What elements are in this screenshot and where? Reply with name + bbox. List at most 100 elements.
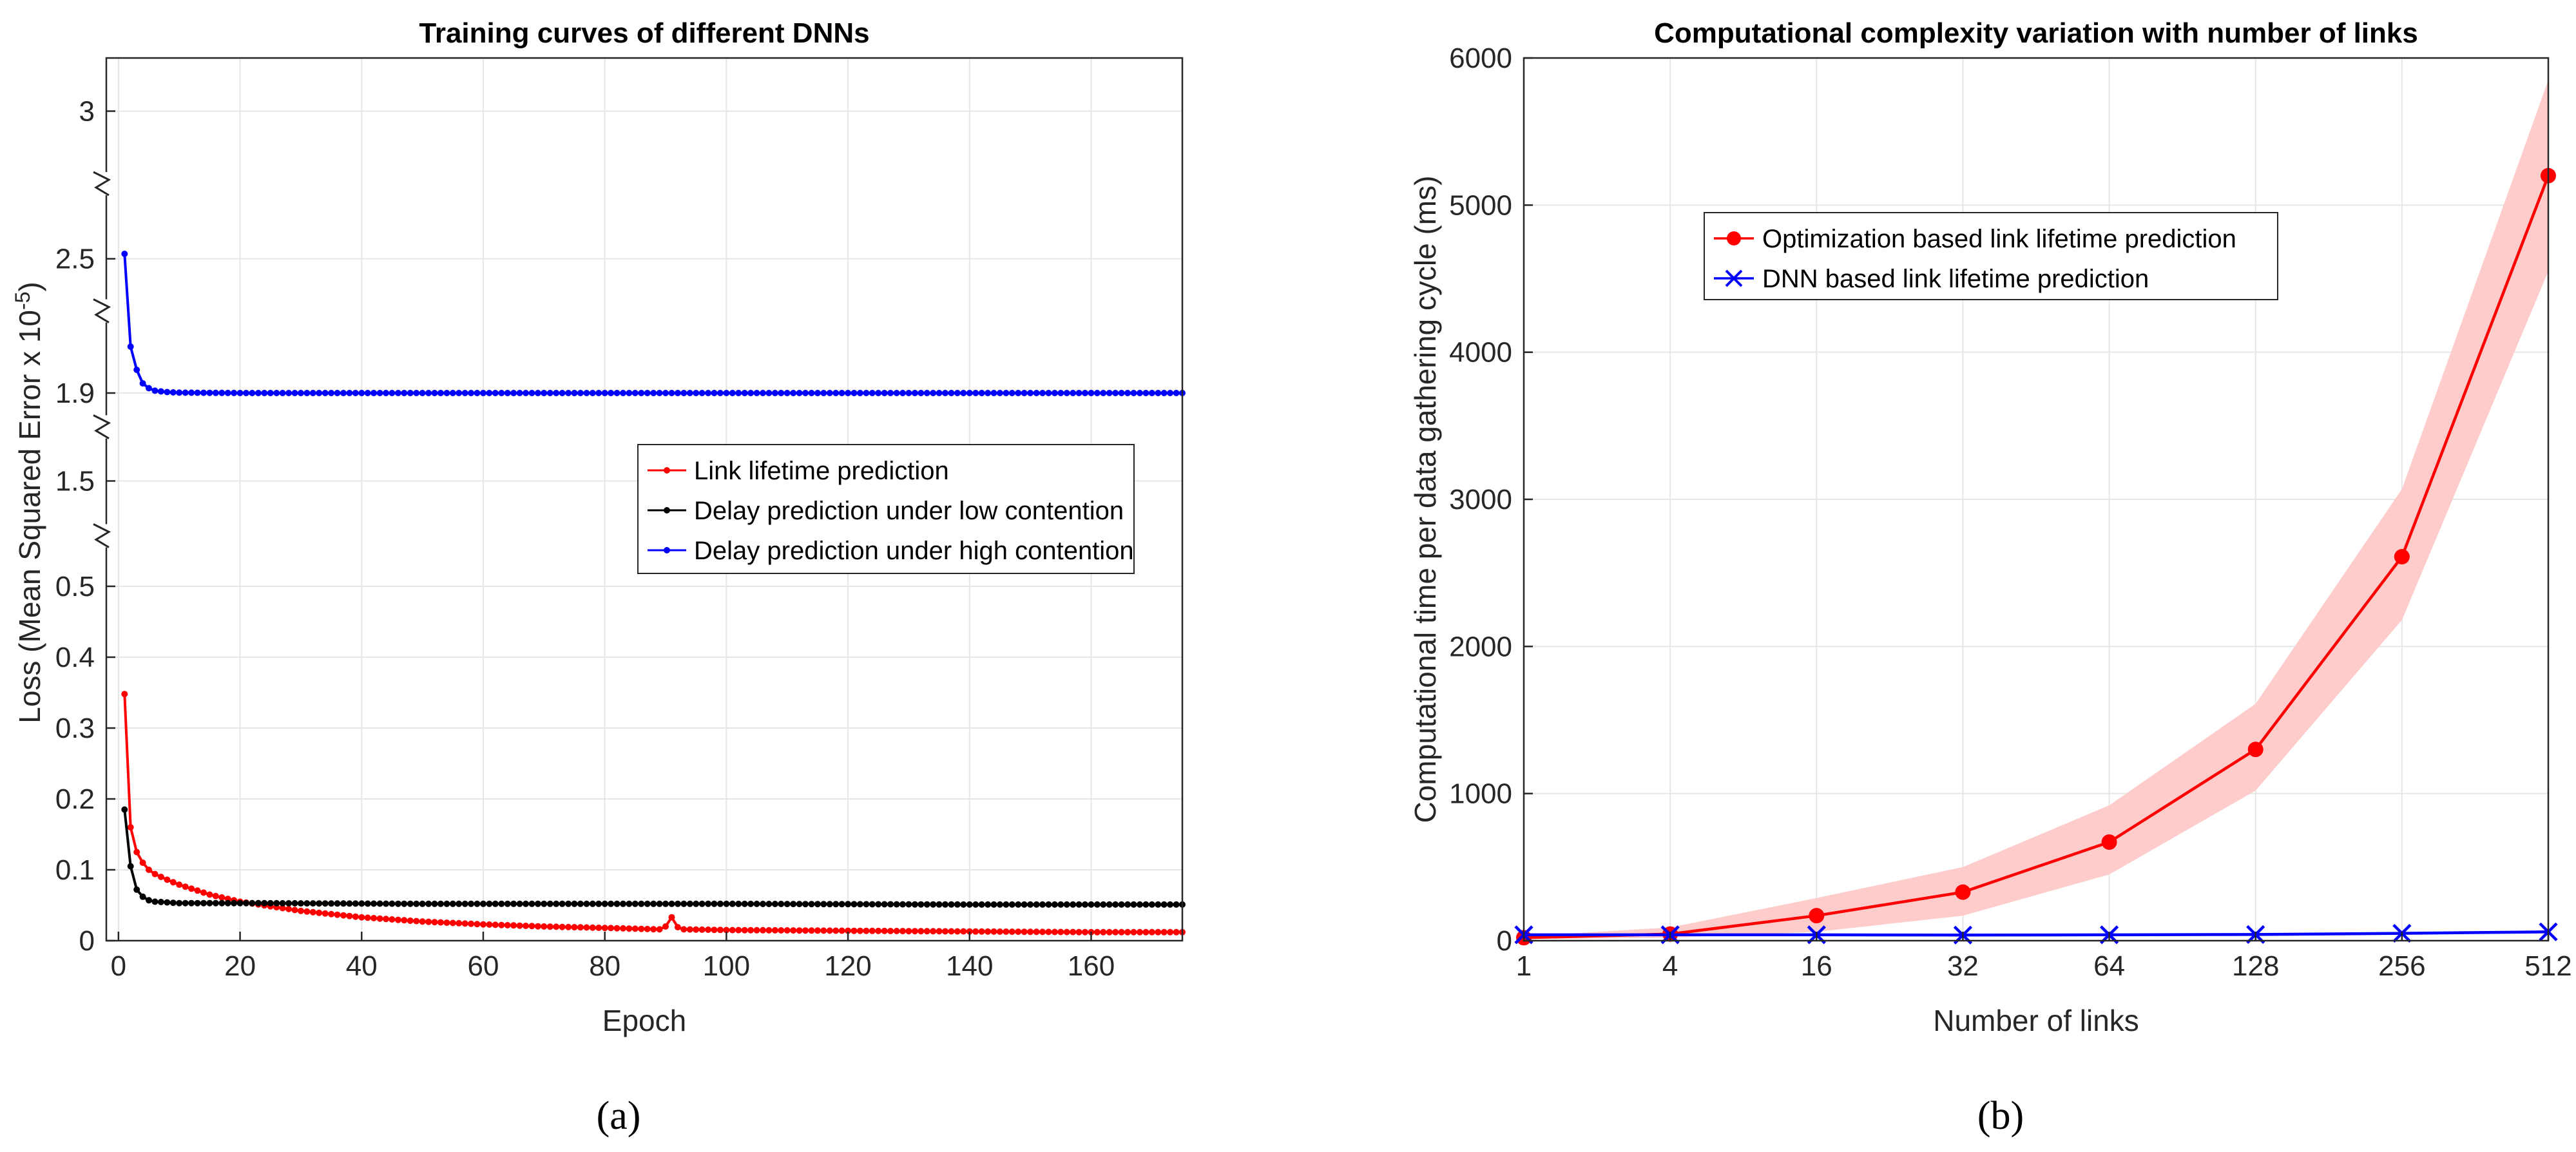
series-point (443, 390, 450, 396)
series-point (595, 925, 602, 931)
series-point (364, 390, 371, 396)
series-point (851, 901, 858, 908)
series-point (212, 899, 219, 907)
series-point (589, 924, 596, 931)
series-point (127, 343, 134, 350)
series-point (705, 926, 712, 933)
series-point (285, 390, 293, 396)
series-point (1027, 928, 1034, 936)
series-point (1148, 390, 1155, 396)
series-point (291, 907, 298, 914)
series-point (559, 923, 566, 930)
series-point (328, 390, 335, 396)
y-tick-label: 0.3 (55, 713, 95, 744)
series-point (601, 900, 608, 907)
series-point (334, 900, 341, 907)
series-point (656, 926, 663, 933)
series-point (595, 390, 602, 396)
series-point (309, 900, 316, 907)
series-point (778, 927, 785, 934)
series-point (1093, 390, 1101, 396)
series-point (905, 901, 912, 908)
series-point (1003, 928, 1010, 935)
series-point (577, 900, 584, 907)
series-point (394, 900, 401, 907)
series-point (431, 390, 438, 396)
series-point (206, 899, 213, 907)
series-point (948, 928, 955, 935)
series-point (340, 912, 347, 919)
series-point (498, 921, 505, 928)
series-point (553, 900, 560, 907)
series-point (1057, 928, 1064, 936)
series-point (437, 919, 444, 926)
series-point (383, 916, 389, 923)
series-point (595, 900, 602, 907)
series-point (413, 390, 420, 396)
series-point (674, 900, 681, 907)
series-point (814, 927, 821, 934)
series-point (729, 390, 736, 396)
series-point (972, 928, 979, 935)
series-point (437, 900, 444, 907)
series-point (930, 390, 937, 396)
x-tick-label: 512 (2524, 950, 2571, 982)
axes: 0 20 40 60 80 100 120 140 160 0 0.1 0.2 0.3 0.4 0.5 1.5… (55, 96, 1115, 983)
series-point (1173, 901, 1180, 908)
series-point (778, 901, 785, 907)
series-point (583, 924, 590, 931)
series-point (911, 928, 918, 935)
series-point (546, 900, 553, 907)
axis-break-mark (93, 298, 111, 323)
series-point (212, 389, 219, 396)
x-tick-label: 80 (589, 950, 620, 982)
series-point (407, 900, 414, 907)
series-point (376, 900, 383, 907)
series-point (443, 900, 450, 907)
series-point (936, 928, 943, 935)
series-point (1075, 928, 1082, 936)
legend-label-dnn: DNN based link lifetime prediction (1762, 265, 2149, 293)
series-point (316, 390, 323, 396)
series-point (790, 901, 797, 908)
legend-box (637, 444, 1135, 574)
series-point (1124, 901, 1131, 908)
series-point (1045, 901, 1052, 908)
series-point (711, 926, 718, 934)
series-point (1112, 928, 1119, 936)
series-point (620, 925, 626, 932)
series-point (790, 390, 797, 396)
series-point (456, 919, 463, 926)
series-point (851, 927, 858, 934)
series-point (747, 926, 755, 934)
series-point (650, 390, 657, 396)
series-point (492, 900, 499, 907)
series-point (206, 891, 213, 898)
series-point (729, 926, 736, 934)
series-point (808, 901, 815, 908)
series-point (790, 927, 797, 934)
series-point (419, 900, 426, 907)
series-point (133, 367, 140, 373)
series-point (826, 901, 833, 908)
series-point (443, 919, 450, 926)
series-point (541, 390, 548, 396)
series-point (656, 900, 663, 907)
series-point (474, 390, 481, 396)
series-point (668, 900, 675, 907)
series-point (461, 900, 468, 907)
series-point (771, 390, 778, 396)
series-point (918, 928, 925, 935)
series-point (1167, 901, 1174, 908)
series-point (838, 901, 845, 908)
series-point (1088, 901, 1095, 908)
series-point (869, 390, 876, 396)
x-tick-label: 60 (467, 950, 499, 982)
series-point (1051, 390, 1058, 396)
series-point (169, 899, 177, 907)
series-point (741, 926, 748, 934)
series-point (358, 914, 365, 921)
series-point (224, 899, 231, 907)
series-point (626, 925, 633, 932)
